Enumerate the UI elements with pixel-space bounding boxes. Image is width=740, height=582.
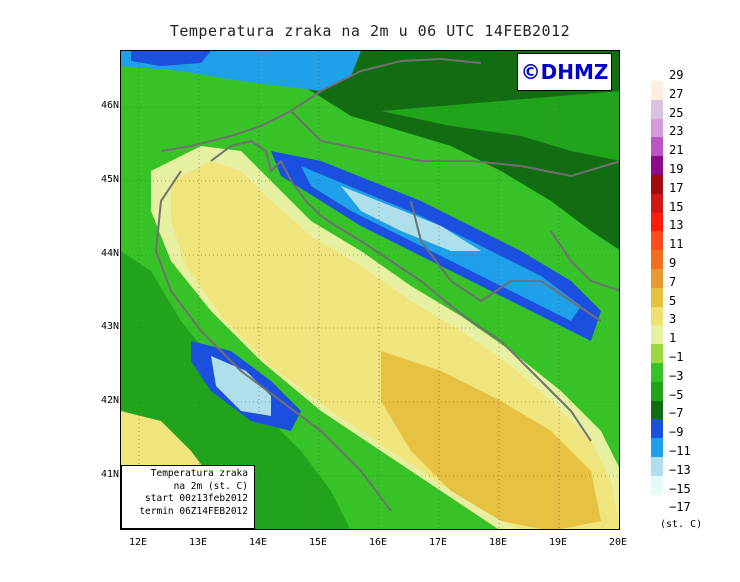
info-line: na 2m (st. C) bbox=[173, 480, 248, 492]
info-line: Temperatura zraka bbox=[150, 468, 248, 479]
map-canvas bbox=[121, 51, 619, 529]
legend-swatch bbox=[651, 344, 663, 363]
lon-label: 12E bbox=[128, 537, 148, 548]
legend-label: −5 bbox=[669, 387, 684, 402]
legend-label: −7 bbox=[669, 406, 684, 421]
legend-label: 29 bbox=[669, 68, 684, 82]
legend-label: 21 bbox=[669, 143, 684, 158]
lon-label: 19E bbox=[548, 537, 568, 548]
legend-label: 3 bbox=[669, 312, 677, 327]
legend-swatch bbox=[651, 457, 663, 476]
legend-label: 17 bbox=[669, 180, 684, 195]
legend-swatch bbox=[651, 231, 663, 251]
legend-swatch bbox=[651, 81, 663, 100]
lon-label: 18E bbox=[488, 537, 508, 548]
legend-swatch bbox=[651, 193, 663, 213]
borders bbox=[154, 57, 619, 512]
info-box: Temperatura zraka na 2m (st. C) start 00… bbox=[121, 465, 255, 529]
legend-label: 5 bbox=[669, 293, 677, 308]
legend-label: 23 bbox=[669, 124, 684, 139]
legend-label: −13 bbox=[669, 462, 691, 477]
lat-label: 41N bbox=[100, 469, 119, 480]
legend-label: −9 bbox=[669, 425, 684, 440]
dinaric-coldest-patch bbox=[341, 186, 481, 251]
apennine-coldest-patch bbox=[211, 356, 271, 416]
dhmz-logo: ©DHMZ bbox=[517, 53, 612, 91]
legend-label: −3 bbox=[669, 368, 684, 383]
legend-swatch bbox=[651, 325, 663, 345]
legend-label: 25 bbox=[669, 105, 684, 120]
legend-label: 13 bbox=[669, 218, 684, 233]
lon-label: 20E bbox=[608, 537, 628, 548]
legend-swatch bbox=[651, 175, 663, 194]
lat-label: 46N bbox=[100, 100, 119, 111]
graticule bbox=[121, 51, 619, 529]
lon-label: 15E bbox=[308, 537, 328, 548]
legend-swatch bbox=[651, 250, 663, 269]
legend-label: 11 bbox=[669, 237, 684, 252]
info-line: termin 06Z14FEB2012 bbox=[139, 505, 248, 517]
legend-label: 7 bbox=[669, 274, 677, 289]
map-title: Temperatura zraka na 2m u 06 UTC 14FEB20… bbox=[169, 22, 571, 40]
legend-swatch bbox=[651, 156, 663, 175]
lon-label: 14E bbox=[248, 537, 268, 548]
legend-label: −1 bbox=[669, 350, 684, 364]
legend-label: 1 bbox=[669, 331, 677, 346]
pannonian-area bbox=[381, 91, 619, 161]
legend-swatch bbox=[651, 99, 663, 119]
legend-label: −11 bbox=[669, 444, 691, 458]
legend-swatch bbox=[651, 306, 663, 326]
lat-label: 44N bbox=[100, 248, 119, 259]
legend-swatch bbox=[651, 381, 663, 401]
legend-label: 9 bbox=[669, 256, 677, 270]
alps-colder-area bbox=[131, 51, 211, 66]
legend-label: −15 bbox=[669, 481, 691, 496]
adriatic-sea-hot bbox=[381, 351, 601, 529]
legend-label: −17 bbox=[669, 500, 691, 515]
legend-swatch bbox=[651, 400, 663, 420]
legend-label: 15 bbox=[669, 199, 684, 214]
lat-label: 45N bbox=[100, 174, 119, 185]
lat-label: 43N bbox=[100, 321, 119, 332]
legend-swatch bbox=[651, 419, 663, 439]
legend-label: 27 bbox=[669, 86, 684, 101]
lon-label: 13E bbox=[188, 537, 208, 548]
legend-swatch bbox=[651, 137, 663, 157]
legend-swatch bbox=[651, 212, 663, 232]
temperature-map bbox=[120, 50, 620, 530]
lon-label: 17E bbox=[428, 537, 448, 548]
legend-swatch bbox=[651, 363, 663, 382]
lat-label: 42N bbox=[100, 395, 119, 406]
legend-unit: (st. C) bbox=[660, 519, 703, 530]
lon-label: 16E bbox=[368, 537, 388, 548]
legend-label: 19 bbox=[669, 162, 684, 176]
legend-swatch bbox=[651, 269, 663, 288]
legend-swatch bbox=[651, 438, 663, 457]
info-line: start 00z13feb2012 bbox=[145, 493, 248, 504]
legend-swatch bbox=[651, 475, 663, 495]
legend-swatch bbox=[651, 287, 663, 307]
legend-swatch bbox=[651, 118, 663, 138]
